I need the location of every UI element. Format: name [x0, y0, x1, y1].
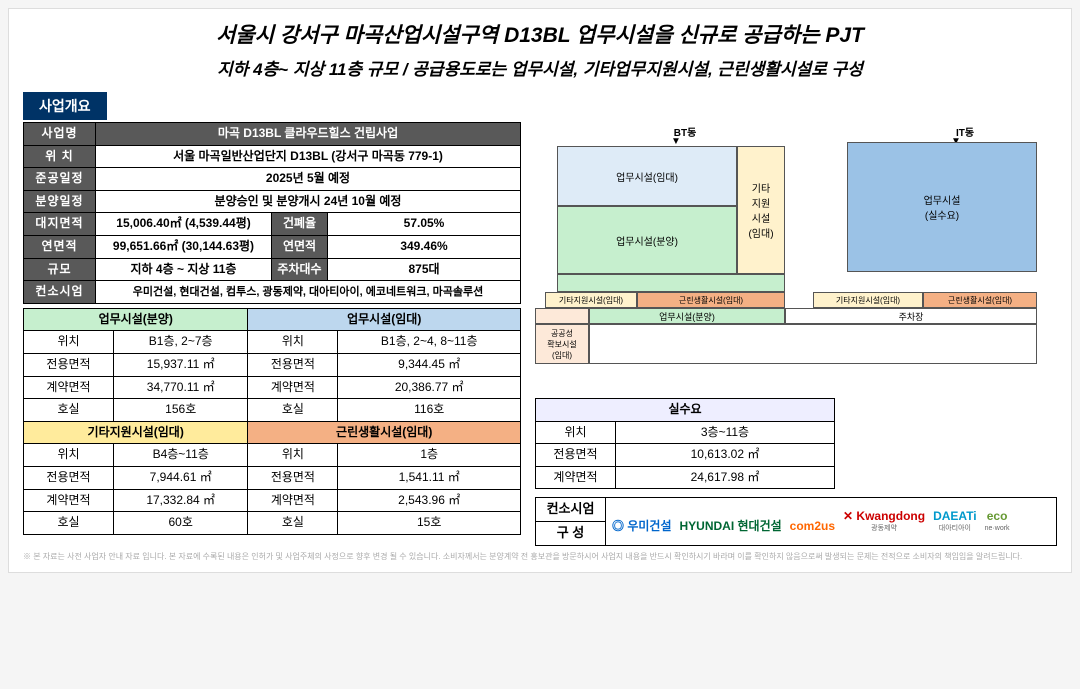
loc-lbl-3: 위치 — [24, 444, 114, 467]
land-label: 대지면적 — [24, 213, 96, 236]
rd-cont-lbl: 계약면적 — [536, 466, 616, 489]
rd-priv: 10,613.02 ㎡ — [616, 444, 835, 467]
parking-label: 주차대수 — [272, 258, 328, 281]
diagram-block: 기타지원시설(임대) — [545, 292, 637, 308]
right-column: BT동 IT동 ▼ ▼ 업무시설(임대)기타 지원 시설 (임대)업무시설(분양… — [535, 122, 1057, 546]
imdae-room: 116호 — [338, 399, 521, 422]
location-val: 서울 마곡일반산업단지 D13BL (강서구 마곡동 779-1) — [96, 145, 521, 168]
room-lbl-1: 호실 — [24, 399, 114, 422]
priv-lbl-1: 전용면적 — [24, 353, 114, 376]
sale-label: 분양일정 — [24, 190, 96, 213]
diagram-block: 업무시설(임대) — [557, 146, 737, 206]
support-cont: 17,332.84 ㎡ — [114, 489, 248, 512]
cons-h2: 구 성 — [536, 522, 606, 546]
completion-val: 2025년 5월 예정 — [96, 168, 521, 191]
loc-lbl-2: 위치 — [248, 331, 338, 354]
room-lbl-2: 호실 — [248, 399, 338, 422]
page-subtitle: 지하 4층~ 지상 11층 규모 / 공급용도로는 업무시설, 기타업무지원시설… — [23, 55, 1057, 80]
imdae-loc: B1층, 2~4, 8~11층 — [338, 331, 521, 354]
priv-lbl-3: 전용면적 — [24, 466, 114, 489]
support-loc: B4층~11층 — [114, 444, 248, 467]
rd-head: 실수요 — [536, 399, 835, 422]
rd-loc-lbl: 위치 — [536, 421, 616, 444]
imdae-priv: 9,344.45 ㎡ — [338, 353, 521, 376]
retail-cont: 2,543.96 ㎡ — [338, 489, 521, 512]
cons-label: 컨소시엄 — [24, 281, 96, 304]
retail-head: 근린생활시설(임대) — [248, 421, 521, 444]
consortium-block: 컨소시엄 ◎ 우미건설HYUNDAI 현대건설com2us✕ Kwangdong… — [535, 497, 1057, 546]
parking-val: 875대 — [328, 258, 521, 281]
diagram-block — [557, 274, 785, 292]
diagram-block: 근린생활시설(임대) — [637, 292, 785, 308]
bunyang-cont: 34,770.11 ㎡ — [114, 376, 248, 399]
main-columns: 사업명 마곡 D13BL 클라우드힐스 건립사업 위 치 서울 마곡일반산업단지… — [23, 122, 1057, 546]
support-room: 60호 — [114, 512, 248, 535]
cont-lbl-3: 계약면적 — [24, 489, 114, 512]
disclaimer: ※ 본 자료는 사전 사업자 안내 자료 입니다. 본 자료에 수록된 내용은 … — [23, 552, 1057, 562]
coverage-val: 57.05% — [328, 213, 521, 236]
cons-val: 우미건설, 현대건설, 컴투스, 광동제약, 대아티아이, 에코네트워크, 마곡… — [96, 281, 521, 304]
floor-label: 연면적 — [24, 235, 96, 258]
building-diagram: BT동 IT동 ▼ ▼ 업무시설(임대)기타 지원 시설 (임대)업무시설(분양… — [535, 126, 1047, 386]
imdae-cont: 20,386.77 ㎡ — [338, 376, 521, 399]
project-label: 사업명 — [24, 123, 96, 146]
diagram-block: 업무시설 (실수요) — [847, 142, 1037, 272]
coverage-label: 건폐율 — [272, 213, 328, 236]
diagram-block: 기타 지원 시설 (임대) — [737, 146, 785, 274]
bunyang-head: 업무시설(분양) — [24, 308, 248, 331]
support-head: 기타지원시설(임대) — [24, 421, 248, 444]
diagram-block — [589, 324, 1037, 364]
bunyang-room: 156호 — [114, 399, 248, 422]
retail-loc: 1층 — [338, 444, 521, 467]
cons-h1: 컨소시엄 — [536, 498, 606, 522]
diagram-block: 업무시설(분양) — [589, 308, 785, 324]
rd-loc: 3층~11층 — [616, 421, 835, 444]
diagram-block: 공공성 확보시설 (임대) — [535, 324, 589, 364]
consortium-logos: ◎ 우미건설HYUNDAI 현대건설com2us✕ Kwangdong광동제약D… — [606, 498, 1057, 546]
diagram-block: 주차장 — [785, 308, 1037, 324]
room-lbl-4: 호실 — [248, 512, 338, 535]
room-lbl-3: 호실 — [24, 512, 114, 535]
cont-lbl-4: 계약면적 — [248, 489, 338, 512]
sale-val: 분양승인 및 분양개시 24년 10월 예정 — [96, 190, 521, 213]
realdemand-table: 실수요 위치 3층~11층 전용면적 10,613.02 ㎡ 계약면적 24,6… — [535, 398, 835, 489]
retail-room: 15호 — [338, 512, 521, 535]
rd-priv-lbl: 전용면적 — [536, 444, 616, 467]
ratio-val: 349.46% — [328, 235, 521, 258]
scale-val: 지하 4층 ~ 지상 11층 — [96, 258, 272, 281]
section-tab: 사업개요 — [23, 92, 107, 120]
location-label: 위 치 — [24, 145, 96, 168]
priv-lbl-2: 전용면적 — [248, 353, 338, 376]
ratio-label: 연면적 — [272, 235, 328, 258]
retail-priv: 1,541.11 ㎡ — [338, 466, 521, 489]
document-page: 서울시 강서구 마곡산업시설구역 D13BL 업무시설을 신규로 공급하는 PJ… — [8, 8, 1072, 573]
loc-lbl-4: 위치 — [248, 444, 338, 467]
loc-lbl-1: 위치 — [24, 331, 114, 354]
page-title: 서울시 강서구 마곡산업시설구역 D13BL 업무시설을 신규로 공급하는 PJ… — [23, 19, 1057, 49]
priv-lbl-4: 전용면적 — [248, 466, 338, 489]
bunyang-priv: 15,937.11 ㎡ — [114, 353, 248, 376]
cont-lbl-2: 계약면적 — [248, 376, 338, 399]
imdae-head: 업무시설(임대) — [248, 308, 521, 331]
diagram-block: 업무시설(분양) — [557, 206, 737, 274]
cont-lbl-1: 계약면적 — [24, 376, 114, 399]
left-column: 사업명 마곡 D13BL 클라우드힐스 건립사업 위 치 서울 마곡일반산업단지… — [23, 122, 521, 546]
diagram-block — [535, 308, 589, 324]
bunyang-loc: B1층, 2~7층 — [114, 331, 248, 354]
floor-val: 99,651.66㎡ (30,144.63평) — [96, 235, 272, 258]
diagram-block: 기타지원시설(임대) — [813, 292, 923, 308]
rd-cont: 24,617.98 ㎡ — [616, 466, 835, 489]
it-label: IT동 — [935, 124, 995, 139]
project-name: 마곡 D13BL 클라우드힐스 건립사업 — [96, 123, 521, 146]
scale-label: 규모 — [24, 258, 96, 281]
bt-label: BT동 — [655, 124, 715, 139]
land-val: 15,006.40㎡ (4,539.44평) — [96, 213, 272, 236]
completion-label: 준공일정 — [24, 168, 96, 191]
diagram-block: 근린생활시설(임대) — [923, 292, 1037, 308]
overview-table: 사업명 마곡 D13BL 클라우드힐스 건립사업 위 치 서울 마곡일반산업단지… — [23, 122, 521, 304]
facilities-table-1: 업무시설(분양) 업무시설(임대) 위치 B1층, 2~7층 위치 B1층, 2… — [23, 308, 521, 535]
support-priv: 7,944.61 ㎡ — [114, 466, 248, 489]
